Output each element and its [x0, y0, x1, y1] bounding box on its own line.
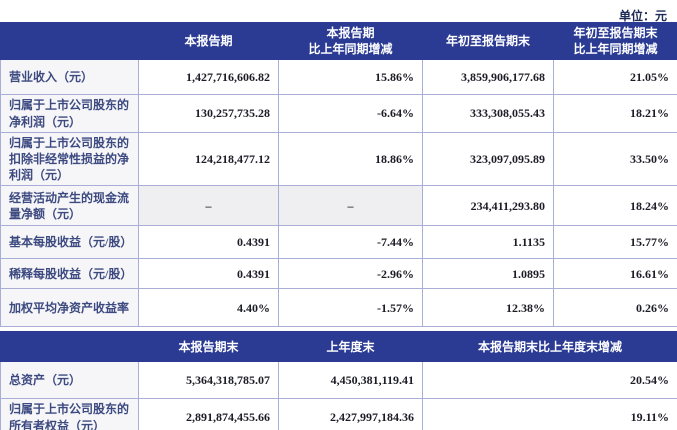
cell-basic-eps-ytd: 1.1135: [422, 225, 554, 260]
header-prior-year-end: 上年度末: [278, 331, 423, 363]
header2-blank: [0, 331, 139, 363]
cell-roe-yoy: -1.57%: [278, 288, 423, 328]
cell-revenue-ytd-yoy: 21.05%: [553, 59, 677, 96]
cell-total-assets-period-end: 5,364,318,785.07: [138, 361, 279, 400]
row-label-operating-cash-flow: 经营活动产生的现金流量净额（元）: [0, 185, 139, 227]
header-ytd-yoy-change: 年初至报告期末 比上年同期增减: [553, 21, 677, 61]
cell-roe-current: 4.40%: [138, 288, 279, 328]
header-current-period-yoy-change: 本报告期 比上年同期增减: [278, 21, 423, 61]
header-blank: [0, 21, 139, 61]
cell-total-assets-change: 20.54%: [421, 361, 677, 400]
header-current-period: 本报告期: [138, 21, 279, 61]
table-row-net-profit: 归属于上市公司股东的净利润（元） 130,257,735.28 -6.64% 3…: [0, 94, 677, 133]
table-row-basic-eps: 基本每股收益（元/股） 0.4391 -7.44% 1.1135 15.77%: [0, 225, 677, 260]
cell-excl-ytd: 323,097,095.89: [422, 131, 554, 187]
cell-cash-flow-ytd: 234,411,293.80: [422, 185, 554, 227]
table1-header-row: 本报告期 本报告期 比上年同期增减 年初至报告期末 年初至报告期末 比上年同期增…: [0, 21, 677, 61]
quarterly-indicators-table: 本报告期 本报告期 比上年同期增减 年初至报告期末 年初至报告期末 比上年同期增…: [0, 21, 677, 328]
cell-roe-ytd-yoy: 0.26%: [553, 288, 677, 328]
row-label-total-assets: 总资产（元）: [0, 361, 139, 400]
row-label-revenue: 营业收入（元）: [0, 59, 139, 96]
header-period-end: 本报告期末: [138, 331, 279, 363]
table-row-revenue: 营业收入（元） 1,427,716,606.82 15.86% 3,859,90…: [0, 59, 677, 96]
row-label-diluted-eps: 稀释每股收益（元/股）: [0, 258, 139, 290]
cell-net-profit-yoy: -6.64%: [278, 94, 423, 133]
cell-total-assets-prior-year-end: 4,450,381,119.41: [278, 361, 423, 400]
table-row-operating-cash-flow: 经营活动产生的现金流量净额（元） – – 234,411,293.80 18.2…: [0, 185, 677, 227]
cell-diluted-eps-ytd-yoy: 16.61%: [553, 258, 677, 290]
table2-header-row: 本报告期末 上年度末 本报告期末比上年度末增减: [0, 331, 677, 363]
row-label-basic-eps: 基本每股收益（元/股）: [0, 225, 139, 260]
unit-label: 单位：元: [618, 9, 667, 23]
cell-basic-eps-ytd-yoy: 15.77%: [553, 225, 677, 260]
row-label-net-profit: 归属于上市公司股东的净利润（元）: [0, 94, 139, 133]
row-label-net-profit-excl-nonrecurring: 归属于上市公司股东的扣除非经常性损益的净利润（元）: [0, 131, 139, 187]
cell-net-profit-ytd: 333,308,055.43: [422, 94, 554, 133]
row-label-weighted-avg-roe: 加权平均净资产收益率: [0, 288, 139, 328]
cell-basic-eps-yoy: -7.44%: [278, 225, 423, 260]
cell-diluted-eps-ytd: 1.0895: [422, 258, 554, 290]
cell-diluted-eps-current: 0.4391: [138, 258, 279, 290]
cell-net-profit-ytd-yoy: 18.21%: [553, 94, 677, 133]
cell-cash-flow-current-dash: –: [138, 185, 279, 227]
table-row-net-profit-excl-nonrecurring: 归属于上市公司股东的扣除非经常性损益的净利润（元） 124,218,477.12…: [0, 131, 677, 187]
cell-net-profit-current: 130,257,735.28: [138, 94, 279, 133]
period-end-indicators-table: 本报告期末 上年度末 本报告期末比上年度末增减 总资产（元） 5,364,318…: [0, 331, 677, 430]
cell-revenue-yoy: 15.86%: [278, 59, 423, 96]
cell-excl-current: 124,218,477.12: [138, 131, 279, 187]
table-row-diluted-eps: 稀释每股收益（元/股） 0.4391 -2.96% 1.0895 16.61%: [0, 258, 677, 290]
cell-roe-ytd: 12.38%: [422, 288, 554, 328]
cell-excl-yoy: 18.86%: [278, 131, 423, 187]
cell-cash-flow-ytd-yoy: 18.24%: [553, 185, 677, 227]
row-label-shareholders-equity: 归属于上市公司股东的所有者权益（元）: [0, 398, 139, 430]
table-row-weighted-avg-roe: 加权平均净资产收益率 4.40% -1.57% 12.38% 0.26%: [0, 288, 677, 328]
cell-equity-period-end: 2,891,874,455.66: [138, 398, 279, 430]
cell-equity-prior-year-end: 2,427,997,184.36: [278, 398, 423, 430]
cell-excl-ytd-yoy: 33.50%: [553, 131, 677, 187]
cell-cash-flow-yoy-dash: –: [278, 185, 423, 227]
header-ytd: 年初至报告期末: [422, 21, 554, 61]
cell-revenue-current: 1,427,716,606.82: [138, 59, 279, 96]
cell-basic-eps-current: 0.4391: [138, 225, 279, 260]
cell-equity-change: 19.11%: [421, 398, 677, 430]
table-row-shareholders-equity: 归属于上市公司股东的所有者权益（元） 2,891,874,455.66 2,42…: [0, 398, 677, 430]
cell-revenue-ytd: 3,859,906,177.68: [422, 59, 554, 96]
header-period-end-vs-prior-year-end-change: 本报告期末比上年度末增减: [421, 331, 677, 363]
table-row-total-assets: 总资产（元） 5,364,318,785.07 4,450,381,119.41…: [0, 361, 677, 400]
cell-diluted-eps-yoy: -2.96%: [278, 258, 423, 290]
